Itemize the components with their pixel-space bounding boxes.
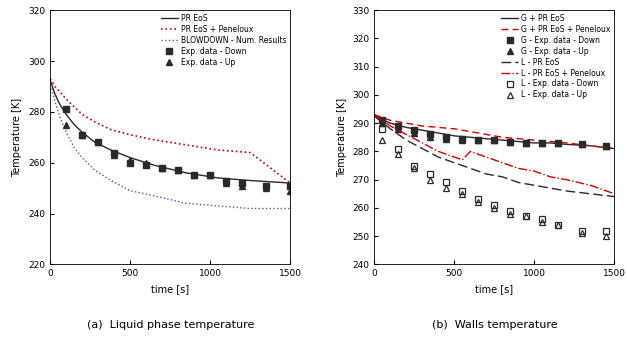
Text: (a)  Liquid phase temperature: (a) Liquid phase temperature [87, 320, 254, 330]
Y-axis label: Temperature [K]: Temperature [K] [337, 98, 347, 177]
X-axis label: time [s]: time [s] [151, 284, 189, 294]
Legend: G + PR EoS, G + PR EoS + Peneloux, G - Exp. data - Down, G - Exp. data - Up, L -: G + PR EoS, G + PR EoS + Peneloux, G - E… [502, 14, 611, 99]
Legend: PR EoS, PR EoS + Peneloux, BLOWDOWN - Num. Results, Exp. data - Down, Exp. data : PR EoS, PR EoS + Peneloux, BLOWDOWN - Nu… [161, 14, 287, 67]
Text: (b)  Walls temperature: (b) Walls temperature [431, 320, 557, 330]
X-axis label: time [s]: time [s] [475, 284, 514, 294]
Y-axis label: Temperature [K]: Temperature [K] [13, 98, 23, 177]
